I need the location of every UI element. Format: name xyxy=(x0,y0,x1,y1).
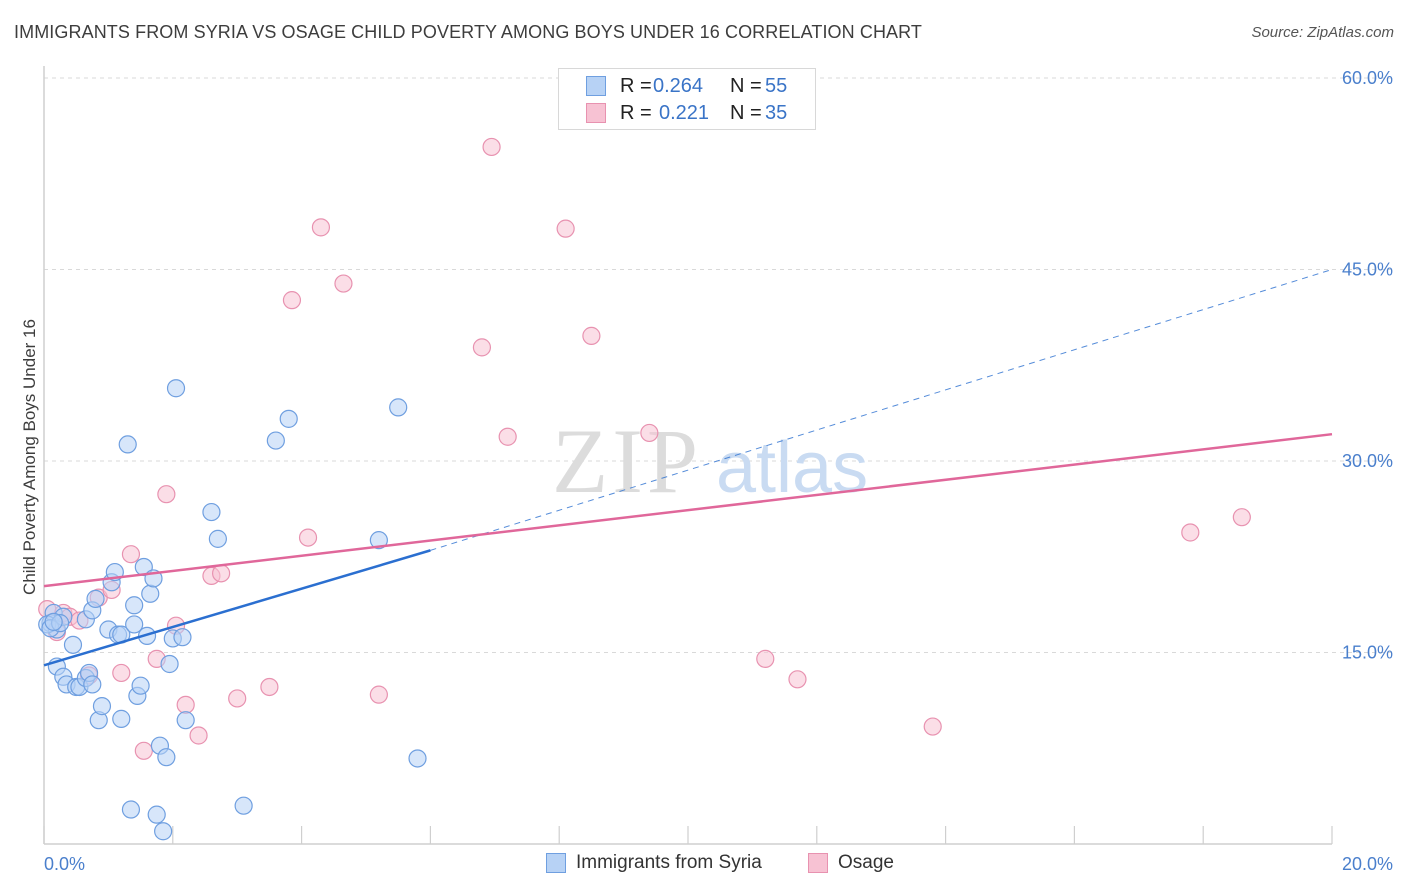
y-tick-label: 15.0% xyxy=(1342,643,1393,663)
syria-point xyxy=(160,654,179,674)
osage-point xyxy=(189,726,208,745)
syria-point xyxy=(92,697,112,716)
osage-point xyxy=(472,338,492,357)
y-tick-label: 30.0% xyxy=(1342,451,1393,471)
osage-point xyxy=(498,427,517,446)
syria-point xyxy=(202,502,221,522)
syria-point xyxy=(125,596,144,615)
syria-point xyxy=(125,615,144,634)
syria-point xyxy=(389,398,408,417)
syria-point xyxy=(147,805,166,824)
syria-point xyxy=(121,800,141,819)
watermark-zip: ZIP xyxy=(552,410,702,512)
syria-point xyxy=(86,589,105,608)
osage-point xyxy=(556,219,575,238)
syria-point xyxy=(369,531,388,550)
osage-legend-swatch xyxy=(808,853,828,873)
osage-point xyxy=(134,741,153,760)
syria-point xyxy=(266,431,285,450)
osage-point xyxy=(112,663,131,683)
x-tick-label: 0.0% xyxy=(44,854,85,874)
syria-point xyxy=(83,675,102,694)
osage-point xyxy=(212,564,231,583)
legend-label-osage: Osage xyxy=(838,852,894,873)
syria-trend-extension xyxy=(430,269,1333,551)
syria-swatch xyxy=(586,76,606,96)
y-tick-label: 45.0% xyxy=(1342,260,1393,280)
osage-point xyxy=(157,485,176,504)
y-tick-label: 60.0% xyxy=(1342,68,1393,88)
syria-trend-line xyxy=(43,549,431,667)
osage-point xyxy=(282,291,302,310)
syria-point xyxy=(176,711,195,730)
syria-point xyxy=(208,529,227,548)
syria-legend-swatch xyxy=(546,853,566,873)
syria-point xyxy=(279,409,298,428)
chart-source: Source: ZipAtlas.com xyxy=(1251,24,1394,41)
legend-n-value: 35 xyxy=(765,101,788,124)
osage-point xyxy=(121,545,141,564)
correlation-legend: R = 0.264 N = 55 R = 0.221 N = 35 xyxy=(558,68,816,130)
syria-point xyxy=(63,635,83,654)
syria-point xyxy=(408,749,427,768)
legend-item-osage: Osage xyxy=(808,852,894,874)
chart-title: IMMIGRANTS FROM SYRIA VS OSAGE CHILD POV… xyxy=(14,22,923,42)
legend-n-value: 55 xyxy=(765,74,788,97)
legend-r-value: 0.264 xyxy=(653,74,704,97)
syria-point xyxy=(154,822,173,841)
syria-point xyxy=(118,435,137,454)
legend-label-syria: Immigrants from Syria xyxy=(576,852,762,873)
syria-point xyxy=(234,796,253,815)
osage-point xyxy=(228,689,247,708)
legend-item-syria: Immigrants from Syria xyxy=(546,852,762,874)
legend-n-label: N = xyxy=(730,101,762,124)
osage-point xyxy=(640,423,659,443)
osage-trend-line xyxy=(43,432,1333,588)
syria-point xyxy=(173,628,192,647)
osage-point xyxy=(311,218,331,237)
osage-point xyxy=(923,717,942,736)
osage-swatch xyxy=(586,103,606,123)
legend-r-label: R = xyxy=(620,101,652,124)
osage-point xyxy=(1232,508,1251,527)
syria-point xyxy=(112,709,131,728)
osage-point xyxy=(1181,523,1200,542)
syria-point xyxy=(131,676,150,695)
series-legend: Immigrants from Syria Osage xyxy=(0,852,1406,878)
legend-n-label: N = xyxy=(730,74,762,97)
syria-point xyxy=(157,748,176,767)
osage-point xyxy=(260,677,279,697)
legend-r-value: 0.221 xyxy=(659,101,710,124)
osage-point xyxy=(788,670,807,689)
osage-point xyxy=(482,137,501,157)
osage-point xyxy=(334,274,353,293)
osage-point xyxy=(176,695,195,714)
watermark-atlas: atlas xyxy=(716,428,868,508)
syria-point xyxy=(166,379,186,398)
osage-point xyxy=(369,685,388,704)
x-tick-label: 20.0% xyxy=(1342,854,1393,874)
osage-point xyxy=(756,649,775,668)
osage-point xyxy=(582,326,601,345)
legend-r-label: R = xyxy=(620,74,652,97)
syria-point xyxy=(44,612,63,631)
osage-point xyxy=(298,528,318,547)
syria-point xyxy=(141,584,160,603)
